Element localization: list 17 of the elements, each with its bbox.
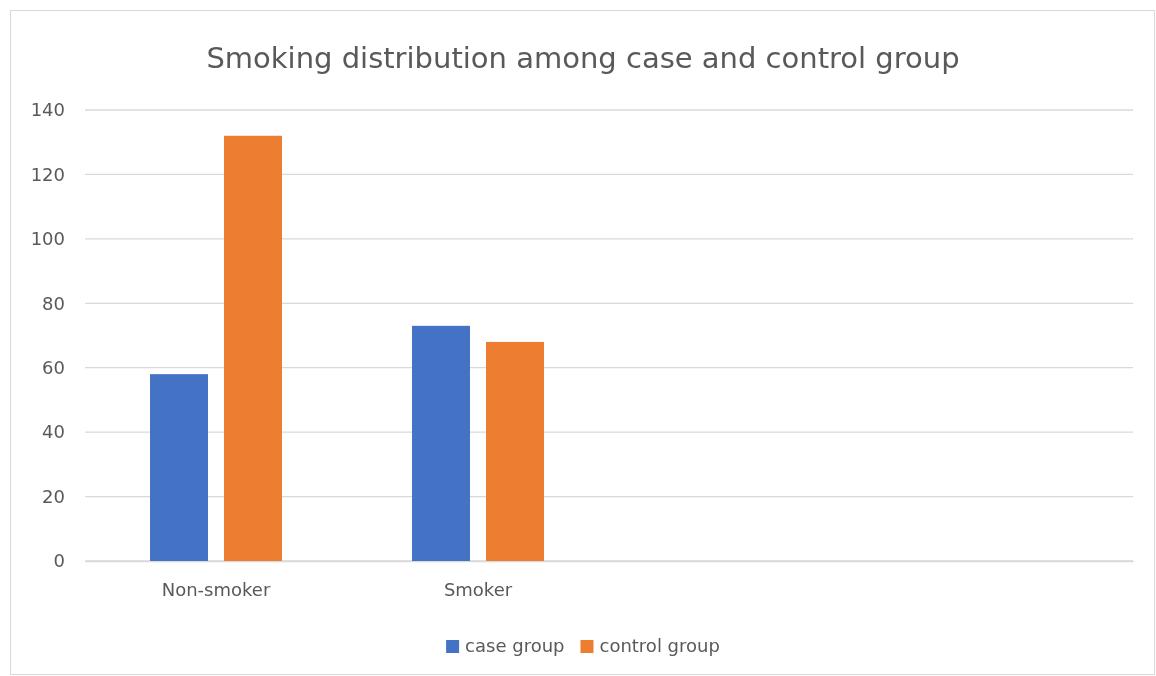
y-tick-label: 120 <box>30 163 65 185</box>
x-tick-label: Non-smoker <box>161 578 271 600</box>
y-tick-label: 140 <box>30 99 65 121</box>
y-tick-label: 0 <box>53 550 65 572</box>
x-tick-label: Smoker <box>443 578 513 600</box>
y-tick-label: 60 <box>42 356 65 378</box>
bar <box>486 341 544 561</box>
legend-label: case group <box>465 635 565 656</box>
bar <box>150 374 208 561</box>
y-tick-label: 40 <box>42 421 65 443</box>
bar <box>412 325 470 561</box>
chart-title: Smoking distribution among case and control group <box>206 41 960 75</box>
y-tick-label: 80 <box>42 292 65 314</box>
y-tick-label: 100 <box>30 228 65 250</box>
bar <box>224 135 282 561</box>
y-tick-label: 20 <box>42 485 65 507</box>
legend-label: control group <box>599 635 720 656</box>
